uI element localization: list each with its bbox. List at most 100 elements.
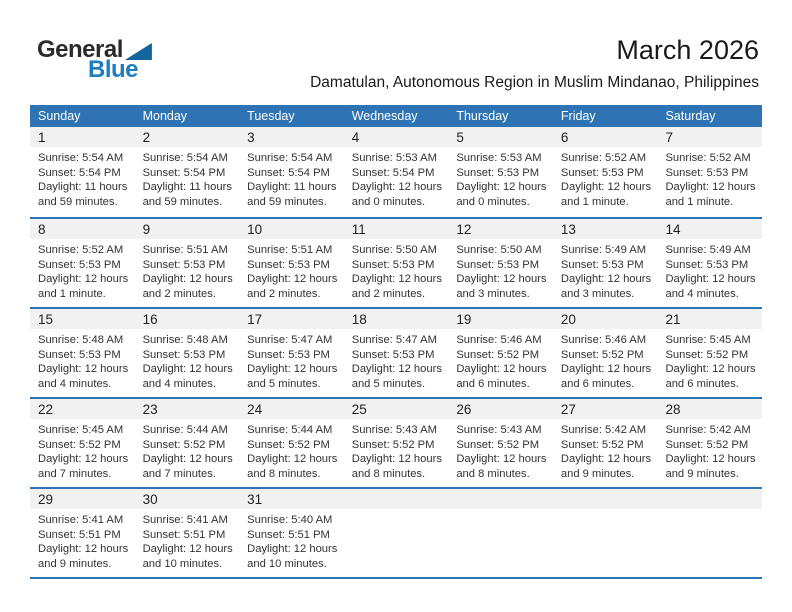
sunset-text: Sunset: 5:52 PM — [665, 348, 749, 361]
day-cell: Sunrise: 5:47 AM Sunset: 5:53 PM Daylight:… — [344, 329, 449, 391]
daylight-line2-text: and 59 minutes. — [142, 195, 223, 208]
week-row: 22 23 24 25 26 27 28 Sunrise: 5:45 AM Sunset: 5:… — [30, 397, 762, 487]
daylight-line2-text: and 10 minutes. — [142, 557, 223, 570]
sunset-text: Sunset: 5:53 PM — [456, 258, 540, 271]
sunset-text: Sunset: 5:52 PM — [560, 348, 644, 361]
week-number-strip: 22 23 24 25 26 27 28 — [30, 399, 762, 419]
daylight-line2-text: and 9 minutes. — [560, 467, 635, 480]
sunrise-text: Sunrise: 5:47 AM — [351, 334, 437, 346]
daylight-line1-text: Daylight: 12 hours — [142, 543, 233, 556]
sunset-text: Sunset: 5:52 PM — [351, 438, 435, 451]
daylight-line1-text: Daylight: 12 hours — [247, 543, 338, 556]
day-cell: Sunrise: 5:40 AM Sunset: 5:51 PM Daylight:… — [239, 509, 344, 571]
day-number: 3 — [247, 130, 255, 145]
day-cell: Sunrise: 5:41 AM Sunset: 5:51 PM Daylight:… — [135, 509, 240, 571]
day-number: 11 — [351, 222, 366, 237]
daylight-line2-text: and 59 minutes. — [247, 195, 327, 208]
weekday-header-tuesday: Tuesday — [247, 109, 295, 123]
day-number: 15 — [38, 312, 54, 327]
week-row: 8 9 10 11 12 13 14 Sunrise: 5:52 AM Sunset: 5:53… — [30, 217, 762, 307]
sunrise-text: Sunrise: 5:48 AM — [142, 334, 228, 346]
daylight-line2-text: and 4 minutes. — [38, 377, 112, 390]
daylight-line1-text: Daylight: 11 hours — [38, 181, 128, 194]
day-cell: Sunrise: 5:48 AM Sunset: 5:53 PM Daylight:… — [135, 329, 240, 391]
sunset-text: Sunset: 5:53 PM — [351, 348, 435, 361]
sunrise-text: Sunrise: 5:49 AM — [560, 244, 647, 256]
day-number — [553, 489, 658, 509]
daylight-line2-text: and 2 minutes. — [142, 287, 216, 300]
daylight-line2-text: and 9 minutes. — [38, 557, 112, 570]
sunset-text: Sunset: 5:52 PM — [560, 438, 644, 451]
sunset-text: Sunset: 5:54 PM — [247, 166, 330, 179]
daylight-line1-text: Daylight: 12 hours — [142, 273, 233, 286]
sunset-text: Sunset: 5:53 PM — [247, 348, 330, 361]
daylight-line1-text: Daylight: 12 hours — [456, 363, 547, 376]
week-row: 1 2 3 4 5 6 7 Sunrise: 5:54 AM Sunset: 5:54 PM Da… — [30, 127, 762, 217]
day-number: 21 — [665, 312, 681, 327]
daylight-line1-text: Daylight: 12 hours — [560, 453, 652, 466]
daylight-line1-text: Daylight: 12 hours — [351, 181, 442, 194]
daylight-line1-text: Daylight: 12 hours — [665, 273, 756, 286]
sunrise-text: Sunrise: 5:49 AM — [665, 244, 751, 256]
week-content: Sunrise: 5:48 AM Sunset: 5:53 PM Daylight:… — [30, 329, 762, 391]
day-cell: Sunrise: 5:42 AM Sunset: 5:52 PM Daylight:… — [657, 419, 762, 481]
day-number: 10 — [247, 222, 263, 237]
sunrise-text: Sunrise: 5:40 AM — [247, 514, 333, 526]
sunrise-text: Sunrise: 5:42 AM — [665, 424, 751, 436]
sunrise-text: Sunrise: 5:54 AM — [247, 152, 333, 164]
daylight-line1-text: Daylight: 12 hours — [142, 363, 233, 376]
sunrise-text: Sunrise: 5:46 AM — [560, 334, 647, 346]
day-number: 23 — [142, 402, 158, 417]
day-cell: Sunrise: 5:51 AM Sunset: 5:53 PM Daylight:… — [239, 239, 344, 301]
sunset-text: Sunset: 5:52 PM — [456, 348, 540, 361]
day-number: 7 — [665, 130, 673, 145]
day-cell: Sunrise: 5:53 AM Sunset: 5:53 PM Daylight:… — [448, 147, 553, 209]
sunrise-text: Sunrise: 5:51 AM — [142, 244, 228, 256]
daylight-line1-text: Daylight: 12 hours — [665, 181, 756, 194]
day-number — [448, 489, 553, 509]
daylight-line2-text: and 8 minutes. — [456, 467, 530, 480]
day-cell: Sunrise: 5:41 AM Sunset: 5:51 PM Daylight:… — [30, 509, 135, 571]
day-number: 13 — [560, 222, 576, 237]
sunset-text: Sunset: 5:53 PM — [351, 258, 435, 271]
sunrise-text: Sunrise: 5:47 AM — [247, 334, 333, 346]
week-number-strip: 15 16 17 18 19 20 21 — [30, 309, 762, 329]
daylight-line2-text: and 6 minutes. — [456, 377, 530, 390]
daylight-line2-text: and 7 minutes. — [142, 467, 216, 480]
sunrise-text: Sunrise: 5:50 AM — [456, 244, 542, 256]
day-cell: Sunrise: 5:52 AM Sunset: 5:53 PM Daylight:… — [657, 147, 762, 209]
daylight-line1-text: Daylight: 12 hours — [351, 363, 442, 376]
daylight-line1-text: Daylight: 12 hours — [38, 363, 129, 376]
day-cell: Sunrise: 5:48 AM Sunset: 5:53 PM Daylight:… — [30, 329, 135, 391]
day-number: 19 — [456, 312, 472, 327]
month-title: March 2026 — [616, 35, 759, 65]
day-cell: Sunrise: 5:49 AM Sunset: 5:53 PM Daylight:… — [553, 239, 658, 301]
sunrise-text: Sunrise: 5:53 AM — [456, 152, 542, 164]
daylight-line2-text: and 8 minutes. — [247, 467, 321, 480]
daylight-line2-text: and 1 minute. — [560, 195, 629, 208]
sunset-text: Sunset: 5:53 PM — [38, 258, 121, 271]
day-cell: Sunrise: 5:46 AM Sunset: 5:52 PM Daylight:… — [448, 329, 553, 391]
weekday-header-thursday: Thursday — [456, 109, 509, 123]
logo-text-blue: Blue — [88, 56, 139, 83]
day-number: 14 — [665, 222, 681, 237]
daylight-line1-text: Daylight: 12 hours — [456, 273, 547, 286]
daylight-line2-text: and 6 minutes. — [665, 377, 739, 390]
daylight-line2-text: and 2 minutes. — [247, 287, 321, 300]
sunset-text: Sunset: 5:53 PM — [456, 166, 540, 179]
daylight-line1-text: Daylight: 12 hours — [351, 453, 442, 466]
sunset-text: Sunset: 5:54 PM — [142, 166, 226, 179]
daylight-line2-text: and 1 minute. — [38, 287, 106, 300]
sunrise-text: Sunrise: 5:50 AM — [351, 244, 437, 256]
sunset-text: Sunset: 5:51 PM — [247, 528, 330, 541]
daylight-line1-text: Daylight: 11 hours — [247, 181, 337, 194]
day-cell: Sunrise: 5:43 AM Sunset: 5:52 PM Daylight:… — [344, 419, 449, 481]
sunset-text: Sunset: 5:53 PM — [665, 258, 749, 271]
weekday-header-row: Sunday Monday Tuesday Wednesday Thursday Frid… — [30, 105, 762, 127]
day-number: 2 — [142, 130, 151, 145]
sunrise-text: Sunrise: 5:46 AM — [456, 334, 542, 346]
day-number — [657, 489, 762, 509]
sunset-text: Sunset: 5:51 PM — [142, 528, 226, 541]
day-number: 31 — [247, 492, 263, 507]
daylight-line1-text: Daylight: 12 hours — [351, 273, 442, 286]
